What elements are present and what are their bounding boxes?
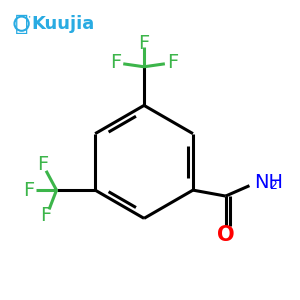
Text: F: F bbox=[38, 155, 49, 174]
Text: 2: 2 bbox=[269, 179, 277, 193]
Text: Ⓚ: Ⓚ bbox=[15, 14, 28, 34]
Text: F: F bbox=[138, 34, 150, 52]
Text: NH: NH bbox=[254, 173, 283, 192]
Text: Kuujia: Kuujia bbox=[32, 15, 95, 33]
Circle shape bbox=[29, 16, 30, 18]
Text: O: O bbox=[217, 225, 235, 245]
Text: F: F bbox=[110, 53, 122, 72]
Text: F: F bbox=[22, 181, 34, 200]
Text: F: F bbox=[40, 206, 52, 225]
Text: F: F bbox=[167, 53, 178, 72]
